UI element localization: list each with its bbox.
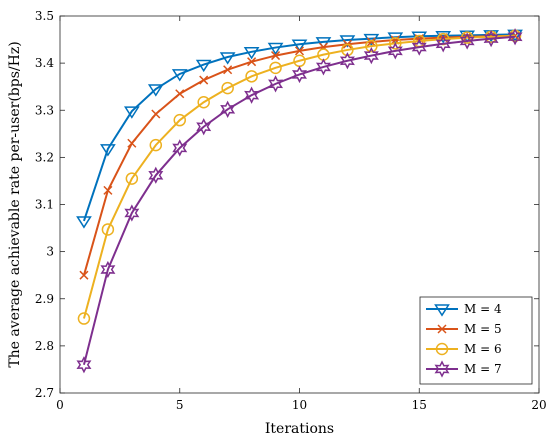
legend-item: M = 4 — [426, 302, 502, 317]
data-point — [389, 37, 402, 50]
y-tick-label: 3.5 — [35, 9, 54, 23]
y-tick-label: 3.3 — [35, 103, 54, 117]
series-line — [82, 34, 516, 319]
x-tick-label: 20 — [531, 398, 546, 412]
x-axis-label: Iterations — [265, 421, 334, 437]
data-point — [151, 109, 161, 119]
legend: M = 4 M = 5 M = 6 M = 7 — [419, 296, 533, 385]
data-point — [245, 70, 258, 83]
data-point — [100, 144, 116, 157]
data-point — [223, 65, 233, 75]
data-point — [103, 185, 113, 195]
y-axis-label: The average achievable rate per-user(bps… — [7, 41, 23, 367]
legend-marker — [434, 360, 450, 378]
data-point — [220, 100, 236, 118]
data-point — [124, 204, 140, 222]
y-tick-label: 2.7 — [35, 386, 54, 400]
data-point — [76, 216, 92, 229]
data-point — [341, 43, 354, 57]
data-point — [267, 42, 284, 56]
legend-item: M = 6 — [426, 342, 502, 356]
data-point — [459, 32, 475, 50]
y-tick-label: 2.9 — [35, 292, 54, 306]
data-point — [269, 61, 282, 75]
y-tick-label: 3.4 — [35, 56, 54, 70]
data-point — [292, 65, 307, 84]
data-point — [507, 28, 523, 46]
series-layer — [76, 28, 523, 374]
legend-label: M = 4 — [464, 302, 502, 316]
data-point — [483, 29, 499, 48]
series-line — [82, 35, 516, 365]
data-point — [247, 57, 257, 67]
data-point — [271, 51, 281, 61]
legend-item: M = 7 — [426, 360, 502, 378]
legend-label: M = 7 — [464, 362, 502, 376]
data-point — [387, 42, 403, 60]
data-point — [148, 166, 164, 184]
x-tick-label: 15 — [412, 398, 427, 412]
data-point — [175, 89, 185, 99]
data-point — [199, 75, 209, 85]
data-point — [435, 35, 451, 53]
data-point — [149, 138, 163, 152]
legend-marker — [437, 324, 447, 334]
y-tick-label: 2.8 — [35, 339, 54, 353]
data-point — [366, 37, 376, 47]
data-point — [315, 58, 331, 76]
legend-marker — [435, 342, 449, 356]
data-point — [221, 81, 234, 95]
legend-marker — [434, 304, 450, 317]
data-point — [147, 84, 164, 97]
y-tick-label: 3 — [46, 245, 54, 259]
data-point — [196, 118, 212, 136]
data-point — [363, 46, 379, 65]
legend-item: M = 5 — [426, 322, 502, 336]
data-point — [76, 356, 92, 374]
data-point — [291, 39, 308, 52]
data-point — [243, 47, 260, 60]
ticks-layer: 0 5 10 15 20 2.7 2.8 2.9 3 3.1 3.2 3.3 3.4 3.5 — [35, 9, 547, 412]
data-point — [101, 223, 115, 236]
data-point — [195, 59, 212, 73]
legend-label: M = 5 — [464, 322, 502, 336]
legend-label: M = 6 — [464, 342, 502, 356]
x-tick-label: 0 — [56, 398, 64, 412]
data-point — [197, 95, 210, 109]
y-tick-label: 3.2 — [35, 150, 54, 164]
data-point — [244, 86, 260, 104]
data-point — [77, 312, 91, 325]
data-point — [79, 270, 89, 280]
data-point — [123, 106, 140, 119]
data-point — [294, 46, 305, 56]
data-point — [127, 138, 137, 148]
data-point — [411, 38, 427, 56]
data-point — [173, 113, 186, 127]
data-point — [268, 75, 284, 93]
data-point — [172, 139, 188, 157]
data-point — [125, 172, 139, 185]
x-tick-label: 5 — [176, 398, 184, 412]
data-point — [219, 52, 236, 65]
y-tick-label: 3.1 — [35, 198, 54, 212]
data-point — [365, 39, 378, 53]
series-4 — [76, 28, 523, 374]
x-tick-label: 10 — [292, 398, 307, 412]
data-point — [339, 52, 355, 70]
data-point — [100, 260, 116, 279]
data-point — [171, 69, 188, 82]
